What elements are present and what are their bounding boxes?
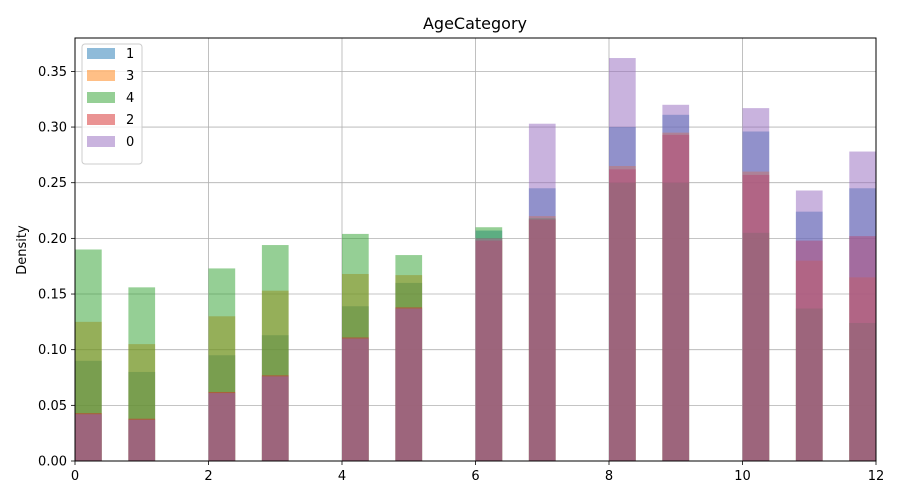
legend-swatch-3 xyxy=(87,70,115,81)
bar-series-0 xyxy=(795,190,823,461)
bar-series-0 xyxy=(128,419,156,461)
legend-label-1: 1 xyxy=(126,47,134,62)
legend-swatch-0 xyxy=(87,136,115,147)
x-tick-label: 0 xyxy=(71,469,79,484)
x-tick-label: 12 xyxy=(868,469,885,484)
y-tick-label: 0.30 xyxy=(38,121,67,136)
chart-title: AgeCategory xyxy=(423,14,527,33)
legend-swatch-4 xyxy=(87,92,115,103)
x-tick-label: 2 xyxy=(204,469,212,484)
axis-ticks: 0 2 4 6 8 10 12 0.00 0.05 0.10 0.15 0.20 0.25 0.30 0.3… xyxy=(38,65,884,484)
legend-label-3: 3 xyxy=(126,69,134,84)
bar-series-0 xyxy=(395,308,423,461)
legend: 1 3 4 2 0 xyxy=(81,43,143,165)
bar-series-0 xyxy=(475,238,503,461)
bar-series-0 xyxy=(742,108,770,462)
y-tick-label: 0.15 xyxy=(38,288,67,303)
y-tick-label: 0.20 xyxy=(38,232,67,247)
legend-label-0: 0 xyxy=(126,135,134,150)
y-tick-label: 0.00 xyxy=(38,455,67,470)
bar-series-0 xyxy=(849,151,876,461)
x-tick-label: 10 xyxy=(734,469,751,484)
x-tick-label: 4 xyxy=(338,469,346,484)
y-tick-label: 0.05 xyxy=(38,399,67,414)
bar-series-0 xyxy=(609,58,636,462)
bar-series-0 xyxy=(75,414,102,461)
x-tick-label: 8 xyxy=(605,469,613,484)
legend-swatch-2 xyxy=(87,114,115,125)
legend-label-2: 2 xyxy=(126,113,134,128)
bar-series-0 xyxy=(528,123,556,461)
bar-series-0 xyxy=(342,338,369,461)
y-tick-label: 0.25 xyxy=(38,176,67,191)
bars-layer xyxy=(75,58,876,462)
x-tick-label: 6 xyxy=(471,469,479,484)
y-tick-label: 0.35 xyxy=(38,65,67,80)
bar-series-0 xyxy=(662,104,690,461)
bar-series-0 xyxy=(208,393,236,461)
legend-label-4: 4 xyxy=(126,91,134,106)
y-axis-label: Density xyxy=(15,225,30,275)
legend-swatch-1 xyxy=(87,48,115,59)
y-tick-label: 0.10 xyxy=(38,343,67,358)
bar-series-0 xyxy=(261,376,289,461)
